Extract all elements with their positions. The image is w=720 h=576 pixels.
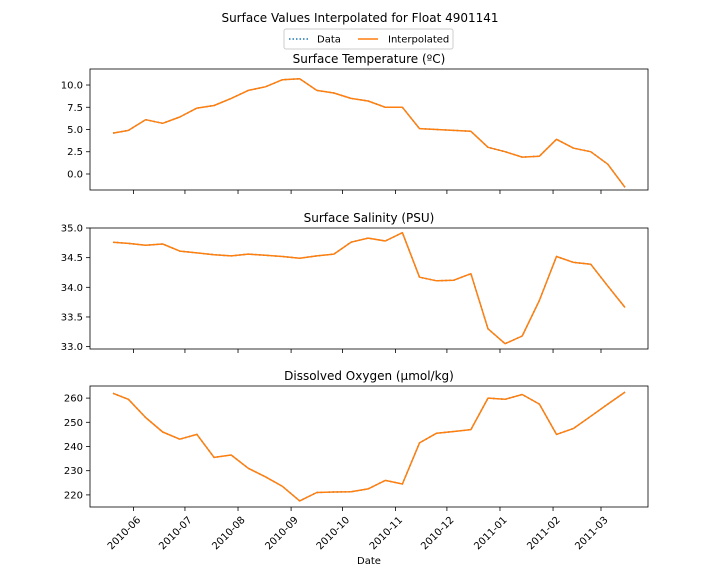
x-tick-label: 2011-02	[525, 515, 562, 552]
panel-frame	[89, 68, 649, 191]
figure-title: Surface Values Interpolated for Float 49…	[221, 11, 498, 25]
x-tick-label: 2010-10	[315, 515, 352, 552]
y-tick-label: 240	[64, 442, 83, 453]
x-tick-label: 2010-11	[368, 515, 405, 552]
y-tick-label: 35.0	[61, 224, 83, 235]
x-tick-label: 2011-03	[573, 515, 610, 552]
legend: Data Interpolated	[283, 28, 454, 50]
x-tick-label: 2010-06	[106, 515, 143, 552]
legend-data-label: Data	[317, 35, 341, 46]
y-tick-label: 34.5	[61, 253, 83, 264]
panel-title: Dissolved Oxygen (µmol/kg)	[284, 369, 454, 383]
y-tick-label: 220	[64, 490, 83, 501]
x-tick-label: 2010-08	[210, 515, 247, 552]
series-data-line	[112, 391, 626, 502]
panel-title: Surface Temperature (ºC)	[293, 52, 446, 66]
y-tick-label: 5.0	[67, 125, 83, 136]
series-interpolated-line	[112, 231, 626, 345]
series-interpolated-line	[112, 391, 626, 502]
panel-1: Surface Temperature (ºC) 10.0 7.5 5.0 2.5 0.0	[61, 52, 649, 194]
panel-frame	[89, 227, 649, 350]
y-tick-label: 34.0	[61, 283, 83, 294]
y-tick-label: 260	[64, 394, 83, 405]
y-tick-label: 33.5	[61, 312, 83, 323]
y-tick-label: 10.0	[61, 81, 83, 92]
series-data-line	[112, 78, 626, 188]
series-data-line	[112, 231, 626, 345]
legend-interp-label: Interpolated	[388, 35, 449, 46]
y-tick-label: 7.5	[67, 103, 83, 114]
x-tick-label: 2010-09	[263, 515, 300, 552]
y-tick-label: 2.5	[67, 147, 83, 158]
x-tick-label: 2010-07	[157, 515, 194, 552]
y-tick-label: 250	[64, 418, 83, 429]
y-tick-label: 0.0	[67, 169, 83, 180]
series-interpolated-line	[112, 78, 626, 188]
y-tick-label: 230	[64, 466, 83, 477]
panel-3: Dissolved Oxygen (µmol/kg) 260 250 240 230 22…	[64, 369, 649, 552]
x-tick-label: 2011-01	[472, 515, 509, 552]
y-tick-label: 33.0	[61, 342, 83, 353]
panel-title: Surface Salinity (PSU)	[304, 211, 435, 225]
panel-2: Surface Salinity (PSU) 35.0 34.5 34.0 33.5 33…	[61, 211, 649, 353]
x-tick-label: 2010-12	[419, 515, 456, 552]
x-axis-label: Date	[357, 556, 381, 567]
